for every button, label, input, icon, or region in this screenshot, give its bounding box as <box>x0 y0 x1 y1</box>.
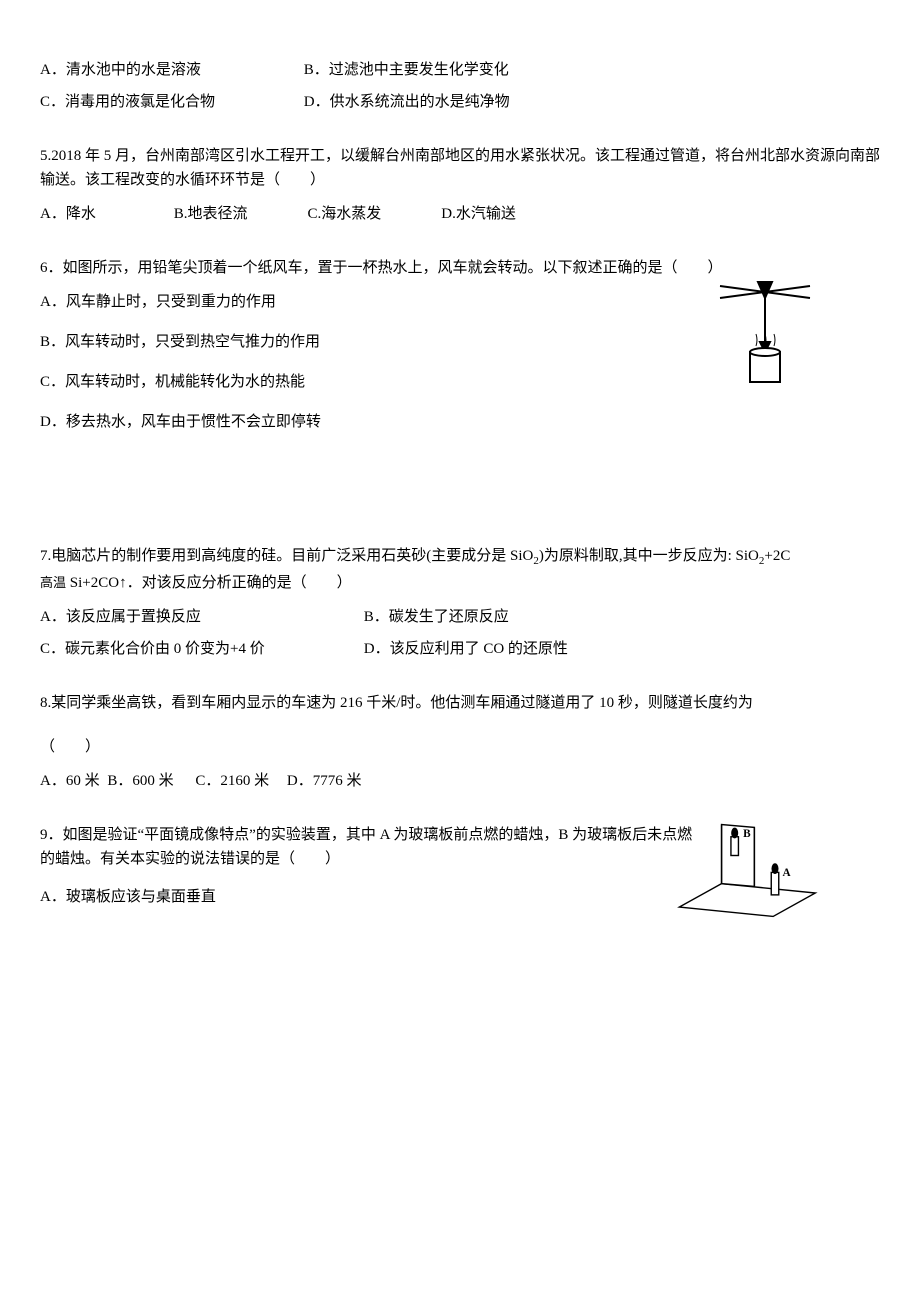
q4-options: A．清水池中的水是溶液 B．过滤池中主要发生化学变化 C．消毒用的液氯是化合物 … <box>40 58 880 114</box>
q7-row1: A．该反应属于置换反应 B．碳发生了还原反应 <box>40 605 880 629</box>
q4-row1: A．清水池中的水是溶液 B．过滤池中主要发生化学变化 <box>40 58 880 82</box>
q8-stem2: （ ） <box>40 735 880 759</box>
svg-text:B: B <box>743 828 751 840</box>
q5-optB: B.地表径流 <box>174 202 304 226</box>
q7: 7.电脑芯片的制作要用到高纯度的硅。目前广泛采用石英砂(主要成分是 SiO2)为… <box>40 544 880 661</box>
q7-stem: 7.电脑芯片的制作要用到高纯度的硅。目前广泛采用石英砂(主要成分是 SiO2)为… <box>40 544 880 595</box>
q8-options: A．60 米 B．600 米 C．2160 米 D．7776 米 <box>40 769 880 793</box>
q5-optD: D.水汽输送 <box>441 202 571 226</box>
q7-optD: D．该反应利用了 CO 的还原性 <box>364 637 684 661</box>
q5: 5.2018 年 5 月，台州南部湾区引水工程开工，以缓解台州南部地区的用水紧张… <box>40 144 880 226</box>
q5-optC: C.海水蒸发 <box>308 202 438 226</box>
q7-cond: 高温 <box>40 575 66 590</box>
q8-optB: B．600 米 <box>107 773 173 789</box>
q8-optC: C．2160 米 <box>195 773 269 789</box>
svg-text:A: A <box>783 867 792 879</box>
q6-figure-pinwheel-icon <box>710 276 820 396</box>
q7-stem-post: Si+2CO↑．对该反应分析正确的是（ ） <box>70 575 352 591</box>
q6-optD: D．移去热水，风车由于惯性不会立即停转 <box>40 410 880 434</box>
reaction-arrow-icon: 高温 <box>40 571 66 595</box>
q9: 9．如图是验证“平面镜成像特点”的实验装置，其中 A 为玻璃板前点燃的蜡烛，B … <box>40 823 880 909</box>
q7-row2: C．碳元素化合价由 0 价变为+4 价 D．该反应利用了 CO 的还原性 <box>40 637 880 661</box>
q8-optD: D．7776 米 <box>287 773 362 789</box>
q7-optC: C．碳元素化合价由 0 价变为+4 价 <box>40 637 360 661</box>
q7-optB: B．碳发生了还原反应 <box>364 605 684 629</box>
q7-stem-mid2: +2C <box>764 548 790 564</box>
q6: 6．如图所示，用铅笔尖顶着一个纸风车，置于一杯热水上，风车就会转动。以下叙述正确… <box>40 256 880 434</box>
q7-optA: A．该反应属于置换反应 <box>40 605 360 629</box>
q5-optA: A．降水 <box>40 202 170 226</box>
q5-stem: 5.2018 年 5 月，台州南部湾区引水工程开工，以缓解台州南部地区的用水紧张… <box>40 144 880 192</box>
q4-optD: D．供水系统流出的水是纯净物 <box>304 90 564 114</box>
q4-optB: B．过滤池中主要发生化学变化 <box>304 58 564 82</box>
q8: 8.某同学乘坐高铁，看到车厢内显示的车速为 216 千米/时。他估测车厢通过隧道… <box>40 691 880 793</box>
q7-stem-pre: 7.电脑芯片的制作要用到高纯度的硅。目前广泛采用石英砂(主要成分是 SiO <box>40 548 533 564</box>
q8-optA: A．60 米 <box>40 773 100 789</box>
q7-stem-mid1: )为原料制取,其中一步反应为: SiO <box>539 548 759 564</box>
q4-optA: A．清水池中的水是溶液 <box>40 58 300 82</box>
q9-figure-mirror-icon: B A <box>670 818 820 921</box>
q5-options: A．降水 B.地表径流 C.海水蒸发 D.水汽输送 <box>40 202 880 226</box>
q4-row2: C．消毒用的液氯是化合物 D．供水系统流出的水是纯净物 <box>40 90 880 114</box>
q4-optC: C．消毒用的液氯是化合物 <box>40 90 300 114</box>
q8-stem: 8.某同学乘坐高铁，看到车厢内显示的车速为 216 千米/时。他估测车厢通过隧道… <box>40 691 880 715</box>
